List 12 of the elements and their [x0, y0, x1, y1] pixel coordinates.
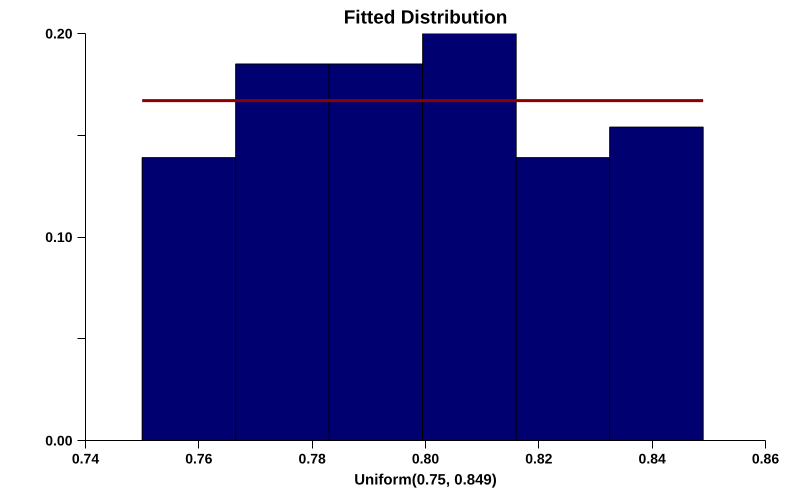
y-tick-label: 0.00 — [45, 432, 73, 448]
y-tick-label: 0.10 — [45, 229, 73, 245]
chart-title: Fitted Distribution — [344, 8, 508, 28]
x-tick-label: 0.76 — [185, 450, 213, 466]
x-axis-title: Uniform(0.75, 0.849) — [354, 472, 497, 488]
x-tick-label: 0.82 — [525, 450, 553, 466]
x-tick-label: 0.74 — [72, 450, 100, 466]
x-tick-label: 0.86 — [752, 450, 780, 466]
x-tick-label: 0.80 — [412, 450, 440, 466]
x-tick-label: 0.78 — [298, 450, 326, 466]
y-tick-label: 0.20 — [45, 26, 73, 42]
x-tick-label: 0.84 — [638, 450, 666, 466]
